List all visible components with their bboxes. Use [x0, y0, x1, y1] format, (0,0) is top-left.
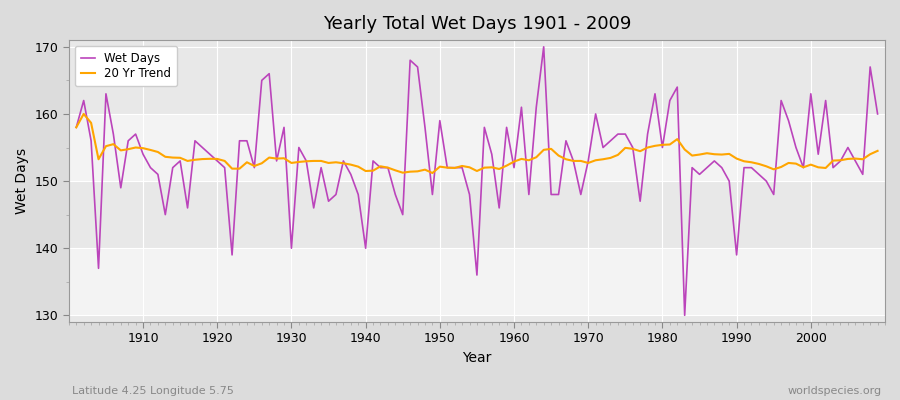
20 Yr Trend [872, 148, 883, 153]
Wet Days [130, 132, 141, 136]
Text: worldspecies.org: worldspecies.org [788, 386, 882, 396]
20 Yr Trend [613, 152, 624, 157]
Wet Days [293, 145, 304, 150]
Wet Days [538, 44, 549, 49]
Bar [68, 248, 885, 315]
20 Yr Trend [516, 156, 526, 161]
Wet Days [508, 165, 519, 170]
Text: Latitude 4.25 Longitude 5.75: Latitude 4.25 Longitude 5.75 [72, 386, 234, 396]
X-axis label: Year: Year [463, 351, 491, 365]
Line: Wet Days: Wet Days [76, 47, 878, 315]
20 Yr Trend [78, 112, 89, 116]
Wet Days [71, 125, 82, 130]
20 Yr Trend [427, 171, 437, 176]
Wet Days [680, 313, 690, 318]
20 Yr Trend [138, 146, 148, 150]
Wet Days [501, 125, 512, 130]
20 Yr Trend [71, 125, 82, 130]
Bar [68, 114, 885, 181]
20 Yr Trend [346, 162, 356, 167]
20 Yr Trend [301, 159, 311, 164]
Wet Days [872, 112, 883, 116]
Title: Yearly Total Wet Days 1901 - 2009: Yearly Total Wet Days 1901 - 2009 [323, 15, 631, 33]
Wet Days [338, 158, 349, 163]
Wet Days [605, 138, 616, 143]
Legend: Wet Days, 20 Yr Trend: Wet Days, 20 Yr Trend [75, 46, 177, 86]
Line: 20 Yr Trend: 20 Yr Trend [76, 114, 878, 173]
Y-axis label: Wet Days: Wet Days [15, 148, 29, 214]
20 Yr Trend [524, 158, 535, 163]
